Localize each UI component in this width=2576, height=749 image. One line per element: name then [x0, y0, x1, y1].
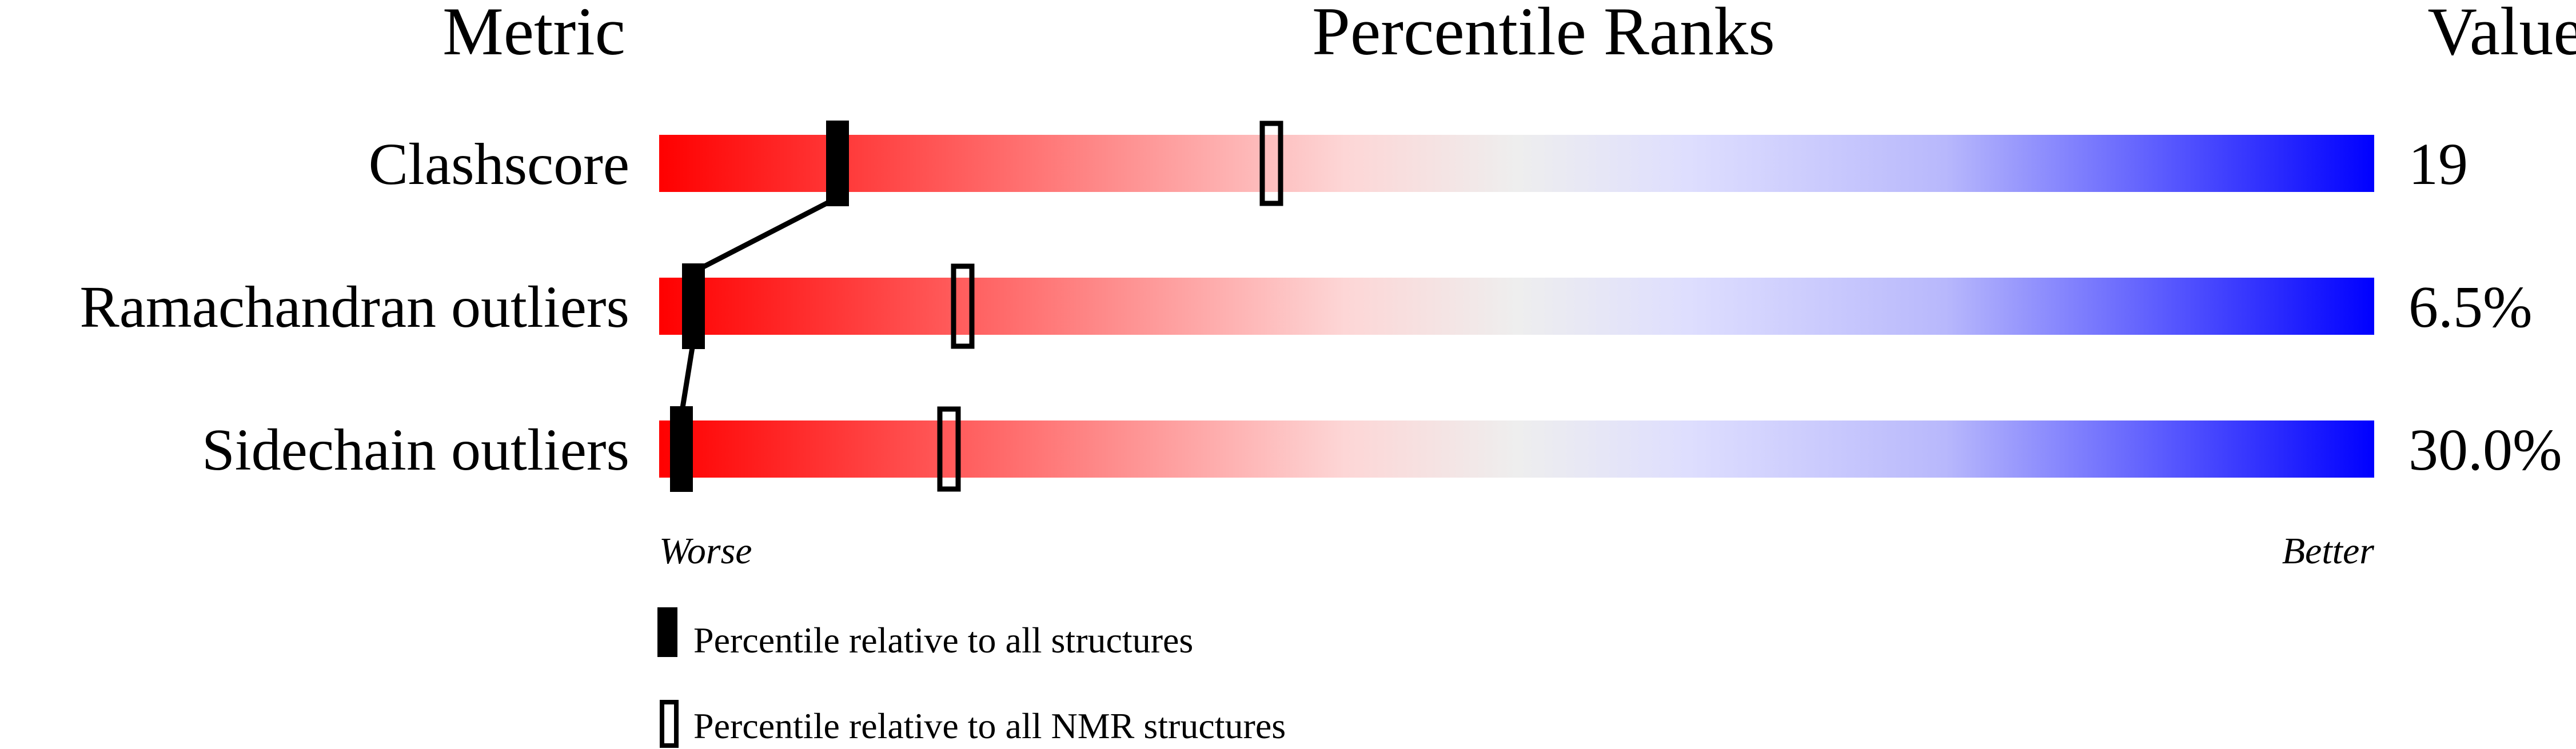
percentile-bar: [659, 135, 2374, 192]
all-percentile-marker: [670, 406, 693, 492]
legend-filled-marker: [657, 607, 677, 657]
percentile-bar: [659, 278, 2374, 335]
axis-better-label: Better: [2282, 530, 2375, 572]
metric-value: 19: [2408, 131, 2468, 197]
axis-worse-label: Worse: [659, 530, 752, 572]
metric-value: 30.0%: [2408, 417, 2562, 483]
all-percentile-marker: [826, 121, 849, 206]
connector-line: [692, 195, 839, 274]
header-value: Value: [2427, 0, 2576, 69]
nmr-percentile-marker: [937, 406, 961, 492]
legend-label-nmr: Percentile relative to all NMR structure…: [693, 706, 1286, 746]
metric-label: Ramachandran outliers: [79, 274, 629, 340]
metric-label: Clashscore: [369, 131, 629, 197]
nmr-percentile-marker: [951, 263, 975, 349]
nmr-percentile-marker: [1259, 121, 1283, 206]
header-metric: Metric: [442, 0, 625, 69]
percentile-bar: [659, 420, 2374, 478]
metric-value: 6.5%: [2408, 274, 2533, 340]
legend-label-all: Percentile relative to all structures: [693, 620, 1193, 660]
header-percentile-ranks: Percentile Ranks: [1312, 0, 1775, 69]
legend-hollow-marker: [660, 700, 679, 748]
connector-line: [679, 340, 696, 415]
metric-label: Sidechain outliers: [202, 417, 629, 483]
all-percentile-marker: [682, 263, 705, 349]
